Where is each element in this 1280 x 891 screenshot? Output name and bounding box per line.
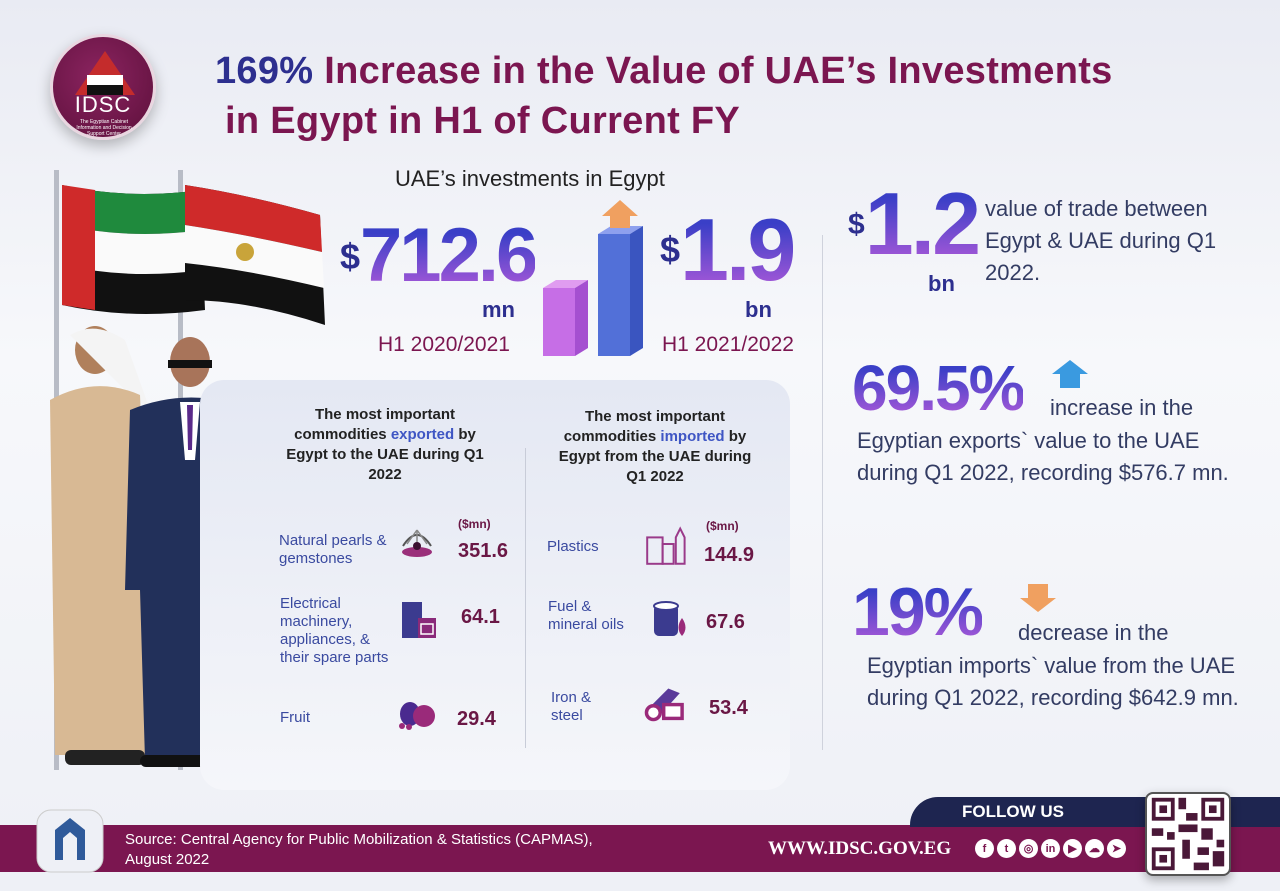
- currency-symbol: $: [340, 236, 361, 277]
- current-unit: bn: [745, 297, 772, 322]
- export-item-label: Electrical machinery, appliances, & thei…: [280, 595, 389, 666]
- uae-flag: [62, 185, 205, 314]
- investments-heading: UAE’s investments in Egypt: [395, 166, 665, 191]
- telegram-icon[interactable]: ➤: [1107, 839, 1126, 858]
- import-item-value: 53.4: [709, 697, 748, 719]
- imports-heading: The most important commodities imported …: [558, 408, 752, 485]
- plastic-containers-icon: [646, 526, 686, 565]
- capmas-logo: [36, 809, 104, 873]
- website-link[interactable]: WWW.IDSC.GOV.EG: [768, 838, 952, 859]
- export-item-value: 351.6: [458, 540, 509, 562]
- youtube-icon[interactable]: ▶: [1063, 839, 1082, 858]
- previous-amount: 712.6: [360, 213, 538, 298]
- exports-change-description: Egyptian exports` value to the UAE durin…: [857, 428, 1229, 485]
- title-line1: Increase in the Value of UAE’s Investmen…: [313, 50, 1113, 92]
- export-item-value: 64.1: [461, 606, 500, 628]
- investment-growth-bars: [543, 200, 643, 356]
- trade-description: value of trade between Egypt & UAE durin…: [985, 196, 1217, 285]
- egypt-flag: [185, 185, 325, 325]
- export-item-label: Natural pearls & gemstones: [279, 532, 387, 567]
- exports-unit: ($mn): [458, 517, 491, 531]
- bar-previous: [543, 280, 588, 356]
- trade-amount: 1.2: [864, 174, 981, 273]
- investment-current-value: $1.9: [660, 200, 796, 299]
- page-title: 169% Increase in the Value of UAE’s Inve…: [215, 46, 1113, 146]
- import-item-label: Plastics: [547, 538, 599, 555]
- title-percent: 169%: [215, 50, 314, 92]
- section-divider: [822, 235, 823, 750]
- source-note: Source: Central Agency for Public Mobili…: [125, 831, 593, 868]
- arrow-up-icon: [602, 200, 638, 228]
- qr-code[interactable]: [1145, 792, 1231, 876]
- export-item-value: 29.4: [457, 708, 496, 730]
- imports-unit: ($mn): [706, 519, 739, 533]
- import-item-label: Fuel & mineral oils: [548, 598, 624, 633]
- export-item-label: Fruit: [280, 709, 310, 726]
- bar-current: [598, 226, 643, 356]
- currency-symbol: $: [848, 208, 865, 241]
- twitter-icon[interactable]: t: [997, 839, 1016, 858]
- investment-previous-value: $712.6: [340, 213, 538, 298]
- current-amount: 1.9: [680, 200, 796, 299]
- currency-symbol: $: [660, 229, 681, 270]
- trade-unit: bn: [928, 271, 955, 296]
- logo-subtitle: The Egyptian Cabinet Information and Dec…: [76, 119, 132, 137]
- title-line2: in Egypt in H1 of Current FY: [225, 100, 741, 142]
- idsc-logo: IDSC The Egyptian Cabinet Information an…: [50, 34, 156, 140]
- commodities-panel: [200, 380, 790, 790]
- import-item-value: 144.9: [704, 544, 755, 566]
- imports-change-lead: decrease in the: [1018, 620, 1169, 645]
- column-divider: [525, 448, 526, 748]
- linkedin-icon[interactable]: in: [1041, 839, 1060, 858]
- follow-us-label: FOLLOW US: [962, 802, 1064, 821]
- logo-flag-stripes: [87, 75, 123, 95]
- exports-change-value: 69.5%: [852, 352, 1025, 424]
- fruit-icon: [399, 702, 435, 730]
- current-period: H1 2021/2022: [662, 333, 794, 356]
- previous-unit: mn: [482, 297, 515, 322]
- imports-change-value: 19%: [852, 574, 984, 650]
- arrow-down-icon: [1020, 584, 1056, 612]
- previous-period: H1 2020/2021: [378, 333, 510, 356]
- import-item-label: Iron & steel: [551, 689, 592, 724]
- exports-change-lead: increase in the: [1050, 395, 1194, 420]
- oil-barrel-icon: [653, 601, 686, 636]
- qr-code-pattern: [1151, 797, 1225, 871]
- import-item-value: 67.6: [706, 611, 745, 633]
- imports-change-description: Egyptian imports` value from the UAE dur…: [867, 653, 1239, 710]
- arrow-up-icon: [1052, 360, 1088, 388]
- fridge-oven-icon: [402, 602, 436, 638]
- exports-heading: The most important commodities exported …: [286, 406, 484, 483]
- instagram-icon[interactable]: ◎: [1019, 839, 1038, 858]
- steel-bars-icon: [644, 688, 684, 722]
- pearl-oyster-icon: [402, 529, 432, 557]
- facebook-icon[interactable]: f: [975, 839, 994, 858]
- trade-value: $1.2: [848, 174, 981, 273]
- logo-name: IDSC: [74, 92, 132, 117]
- soundcloud-icon[interactable]: ☁: [1085, 839, 1104, 858]
